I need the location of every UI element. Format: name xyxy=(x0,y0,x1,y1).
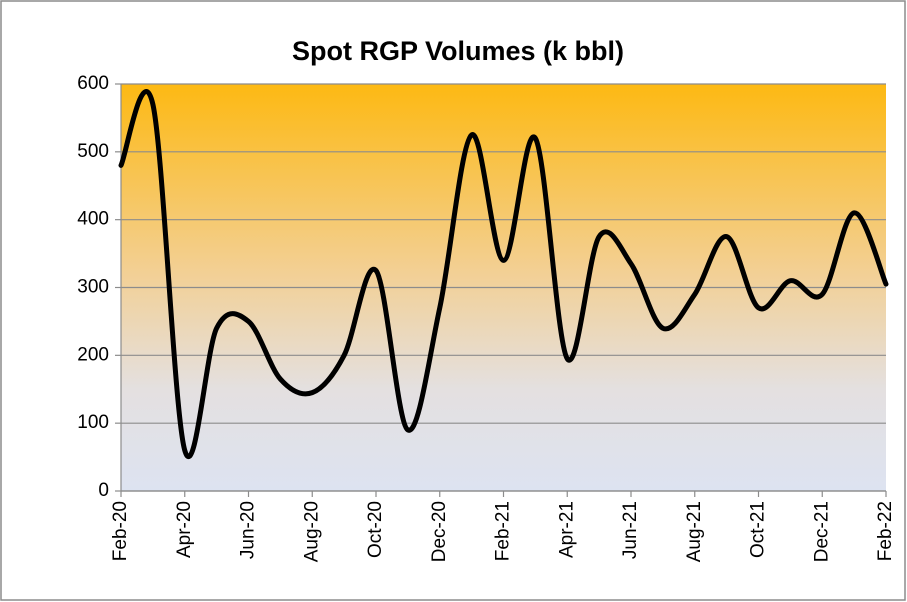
x-tick-label: Oct-20 xyxy=(365,501,386,558)
x-tick-label: Jun-20 xyxy=(238,501,259,559)
y-tick-label: 100 xyxy=(77,412,109,433)
x-tick-label: Feb-20 xyxy=(110,501,131,561)
x-tick-label: Apr-20 xyxy=(174,501,195,558)
x-tick-label: Dec-21 xyxy=(811,501,832,562)
x-tick-label: Feb-21 xyxy=(493,501,514,561)
y-tick-label: 500 xyxy=(77,141,109,162)
x-tick-label: Dec-20 xyxy=(429,501,450,562)
y-tick-label: 400 xyxy=(77,209,109,230)
data-line xyxy=(118,89,889,460)
x-tick-label: Apr-21 xyxy=(556,501,577,558)
y-tick-label: 200 xyxy=(77,344,109,365)
y-tick-label: 300 xyxy=(77,277,109,298)
x-tick-label: Aug-21 xyxy=(684,501,705,562)
chart-title: Spot RGP Volumes (k bbl) xyxy=(292,36,624,66)
x-tick-label: Aug-20 xyxy=(301,501,322,562)
x-tick-label: Oct-21 xyxy=(748,501,769,558)
y-tick-label: 600 xyxy=(77,73,109,94)
x-tick-label: Jun-21 xyxy=(620,501,641,559)
x-tick-label: Feb-22 xyxy=(875,501,896,561)
y-tick-label: 0 xyxy=(98,480,109,501)
